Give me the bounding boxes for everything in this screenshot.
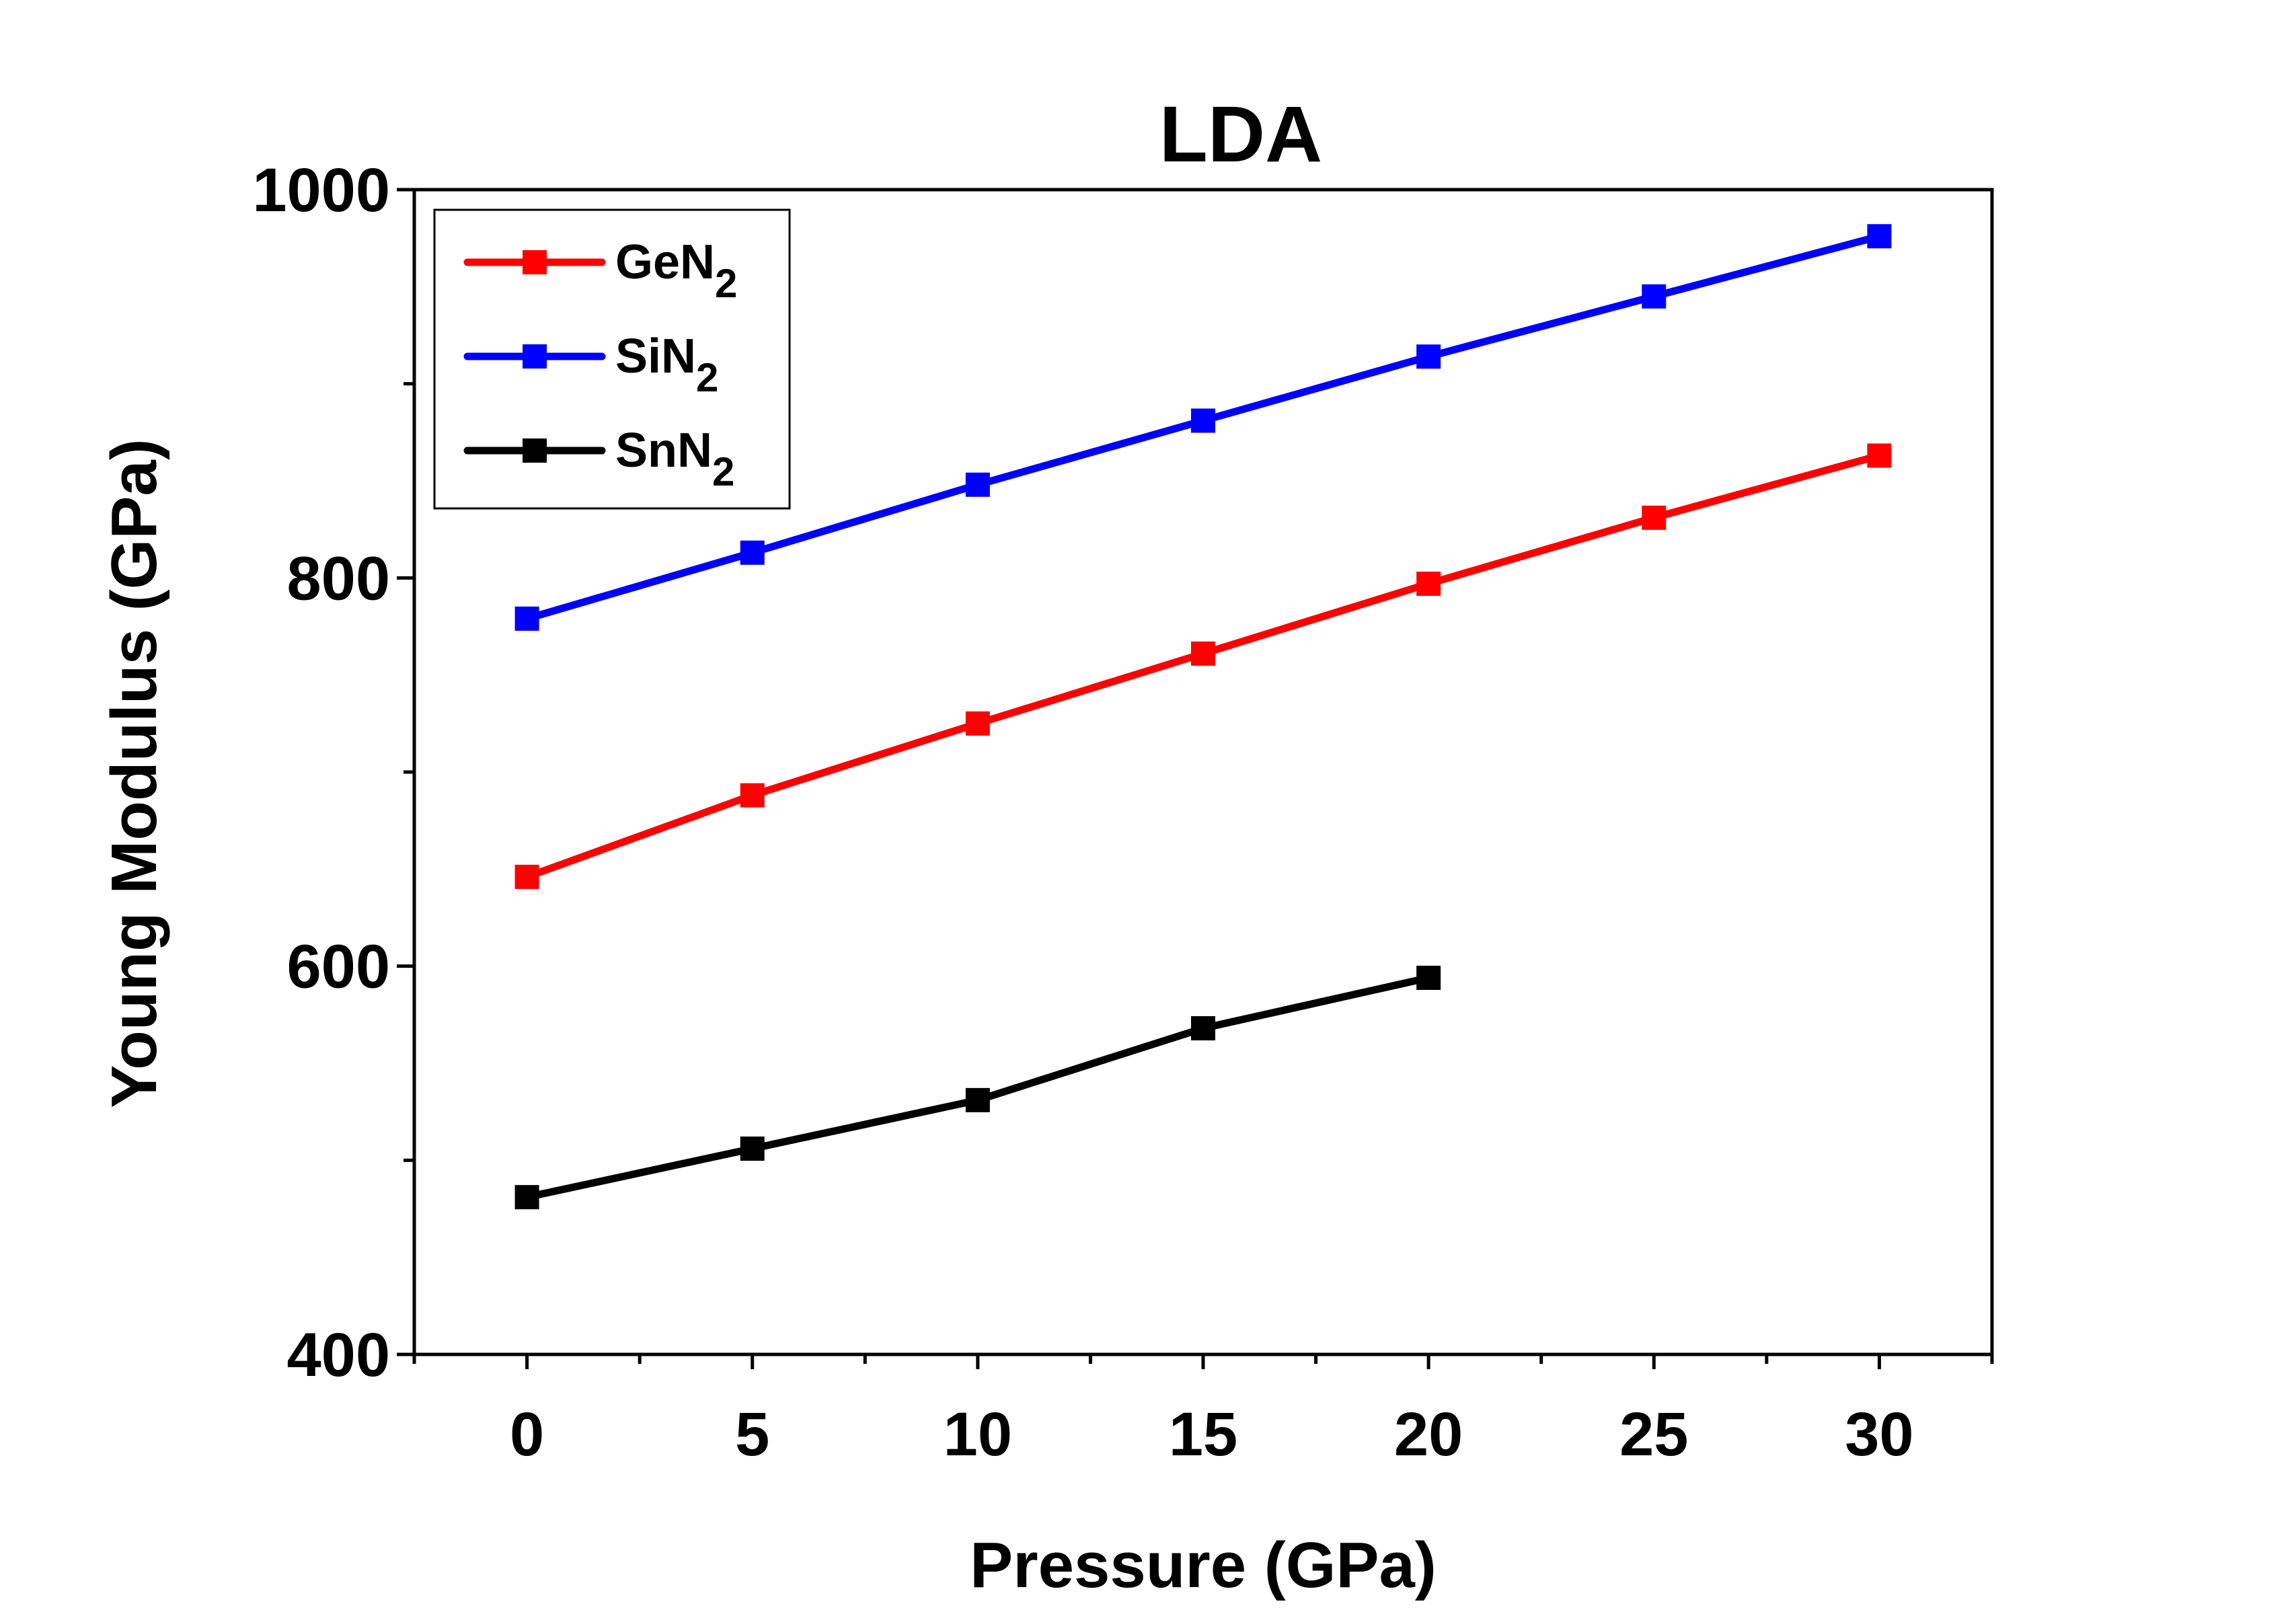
data-point-snn2 xyxy=(965,1087,990,1112)
legend-label-subscript: 2 xyxy=(715,261,737,306)
data-point-sin2 xyxy=(514,606,539,631)
legend-label: GeN2 xyxy=(615,235,737,306)
y-tick-label: 1000 xyxy=(252,156,390,225)
y-tick-label: 600 xyxy=(287,933,391,1001)
legend-marker xyxy=(523,250,547,274)
legend-label: SiN2 xyxy=(615,330,718,400)
legend-marker xyxy=(523,344,547,369)
x-tick-label: 25 xyxy=(1619,1400,1688,1469)
data-point-sin2 xyxy=(1191,408,1215,433)
data-point-gen2 xyxy=(1191,641,1215,666)
x-tick-label: 0 xyxy=(510,1400,544,1469)
y-axis-ticks: 400 600 800 1000 xyxy=(252,156,414,1389)
data-point-gen2 xyxy=(514,864,539,889)
legend-label-base: SiN xyxy=(615,330,696,383)
data-point-snn2 xyxy=(514,1185,539,1210)
x-tick-label: 15 xyxy=(1169,1400,1237,1469)
x-tick-label: 10 xyxy=(944,1400,1012,1469)
legend-label-subscript: 2 xyxy=(712,449,734,494)
y-tick-label: 400 xyxy=(287,1321,391,1389)
x-tick-label: 5 xyxy=(735,1400,769,1469)
plot-series-group xyxy=(514,224,1892,1210)
legend-label: SnN2 xyxy=(615,424,734,494)
data-point-snn2 xyxy=(740,1137,765,1161)
x-tick-label: 30 xyxy=(1845,1400,1913,1469)
data-point-snn2 xyxy=(1416,965,1441,990)
data-point-gen2 xyxy=(1867,443,1892,468)
data-point-sin2 xyxy=(1642,284,1667,309)
x-tick-label: 20 xyxy=(1394,1400,1463,1469)
data-point-sin2 xyxy=(1416,344,1441,369)
data-point-gen2 xyxy=(740,783,765,808)
x-axis-label: Pressure (GPa) xyxy=(970,1529,1437,1601)
data-point-snn2 xyxy=(1191,1016,1215,1041)
legend-label-base: SnN xyxy=(615,424,712,477)
y-tick-label: 800 xyxy=(287,544,391,613)
legend-label-base: GeN xyxy=(615,235,715,289)
data-point-gen2 xyxy=(965,711,990,736)
data-point-sin2 xyxy=(740,540,765,565)
chart-title: LDA xyxy=(1159,90,1323,179)
data-point-gen2 xyxy=(1416,571,1441,596)
legend-label-subscript: 2 xyxy=(696,355,718,400)
data-point-sin2 xyxy=(965,472,990,497)
data-point-gen2 xyxy=(1642,505,1667,530)
x-axis-ticks: 0 5 10 15 20 25 30 xyxy=(412,1354,1994,1469)
legend-marker xyxy=(523,438,547,463)
data-point-sin2 xyxy=(1867,224,1892,249)
y-axis-label: Young Modulus (GPa) xyxy=(98,438,170,1108)
